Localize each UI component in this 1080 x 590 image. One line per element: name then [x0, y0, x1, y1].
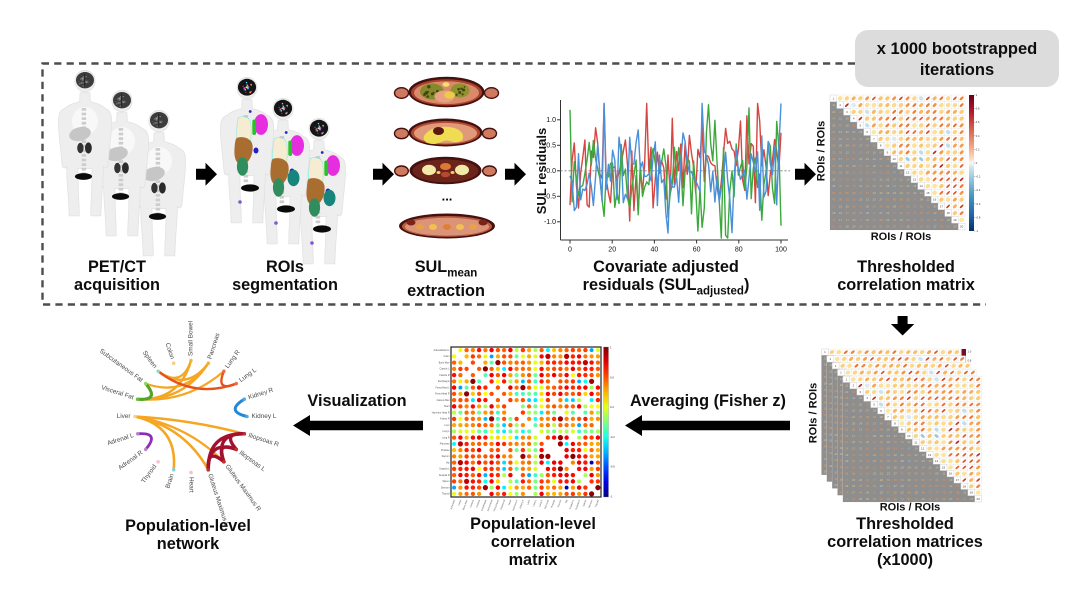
svg-text:Scapula R: Scapula R [576, 499, 582, 510]
svg-text:Subcutaneous Fat: Subcutaneous Fat [98, 348, 144, 384]
svg-text:Liver: Liver [445, 424, 450, 427]
svg-text:0.8: 0.8 [968, 359, 972, 363]
svg-text:Liver: Liver [117, 413, 132, 420]
svg-text:Gluteus Maximus R: Gluteus Maximus R [224, 463, 263, 513]
svg-text:Humerus Head R: Humerus Head R [432, 411, 450, 414]
svg-text:Hip: Hip [446, 462, 450, 464]
svg-text:Iliopsoas R: Iliopsoas R [247, 432, 280, 449]
svg-text:-0.6: -0.6 [610, 465, 615, 469]
svg-text:Thyroid: Thyroid [442, 493, 450, 496]
svg-text:Colon: Colon [164, 342, 176, 360]
svg-text:Colon: Colon [443, 356, 450, 358]
svg-text:Humerus H: Humerus H [512, 499, 519, 511]
svg-text:Thyroid: Thyroid [140, 463, 158, 485]
svg-text:Adrenal R: Adrenal R [117, 449, 144, 472]
svg-text:Visceral Fat: Visceral Fat [100, 384, 134, 401]
svg-text:1.0: 1.0 [968, 350, 972, 354]
svg-text:Esophagus: Esophagus [482, 499, 488, 511]
svg-text:ROIs / ROIs: ROIs / ROIs [808, 383, 820, 444]
svg-text:ROIs / ROIs: ROIs / ROIs [880, 502, 941, 514]
svg-text:Pancreas: Pancreas [207, 332, 222, 360]
svg-text:Lung R: Lung R [442, 437, 450, 439]
svg-text:Bone Marr: Bone Marr [462, 499, 469, 510]
svg-text:Clavicle: Clavicle [470, 499, 475, 508]
svg-text:FemurHead L: FemurHead L [435, 386, 450, 389]
svg-text:Brain: Brain [165, 473, 176, 490]
svg-text:Bone Marr: Bone Marr [439, 361, 450, 364]
svg-text:Esophagus: Esophagus [438, 381, 450, 383]
svg-text:Scapula L: Scapula L [569, 499, 575, 510]
svg-text:Lung L: Lung L [442, 431, 450, 433]
svg-text:Heart: Heart [444, 405, 450, 408]
svg-text:Iliopsoas L: Iliopsoas L [238, 449, 267, 473]
svg-text:Pancreas: Pancreas [544, 499, 550, 510]
svg-text:Lung R: Lung R [224, 349, 242, 370]
svg-text:0.0: 0.0 [546, 168, 556, 175]
svg-text:0.5: 0.5 [546, 143, 556, 150]
svg-text:ROIs / ROIs: ROIs / ROIs [871, 231, 932, 243]
svg-text:Sternum: Sternum [441, 486, 450, 489]
svg-text:Kidney R: Kidney R [440, 419, 450, 421]
svg-text:Colon: Colon [458, 499, 462, 506]
svg-text:Clavicle L: Clavicle L [440, 369, 451, 371]
svg-text:0.6: 0.6 [610, 375, 614, 379]
svg-text:Lung L: Lung L [533, 499, 538, 507]
svg-text:Spleen: Spleen [583, 499, 588, 507]
svg-text:Thyroid: Thyroid [594, 499, 600, 508]
svg-text:0.2: 0.2 [610, 405, 614, 409]
svg-text:20: 20 [608, 247, 616, 254]
svg-text:Gluteus M: Gluteus M [500, 499, 506, 510]
svg-text:80: 80 [735, 247, 743, 254]
svg-text:FemurHead: FemurHead [487, 499, 494, 512]
svg-text:Adrenal L: Adrenal L [106, 432, 135, 447]
svg-text:AdrenalGland L: AdrenalGland L [434, 349, 451, 352]
svg-text:FemurHead: FemurHead [493, 499, 500, 512]
svg-text:SUL residuals: SUL residuals [534, 128, 549, 214]
svg-text:Liver: Liver [527, 499, 532, 505]
svg-text:-1: -1 [610, 495, 613, 499]
svg-text:FemurHead R: FemurHead R [435, 393, 450, 396]
svg-text:Spleen: Spleen [442, 481, 450, 483]
svg-text:Prostate: Prostate [550, 499, 556, 509]
svg-text:Lung R: Lung R [539, 499, 544, 507]
svg-text:100: 100 [775, 247, 787, 254]
svg-text:...: ... [442, 189, 453, 204]
svg-text:40: 40 [651, 247, 659, 254]
svg-text:Scapula R: Scapula R [439, 475, 450, 477]
svg-text:Gluteus Max: Gluteus Max [437, 399, 451, 402]
svg-text:Prostate: Prostate [441, 449, 450, 452]
svg-text:ROIs / ROIs: ROIs / ROIs [816, 121, 828, 182]
svg-text:-0.2: -0.2 [610, 435, 615, 439]
svg-text:0: 0 [568, 247, 572, 254]
svg-text:Hip: Hip [565, 499, 568, 504]
svg-text:Kidney R: Kidney R [247, 387, 274, 402]
svg-text:Heart: Heart [508, 499, 513, 506]
svg-text:Kidney R: Kidney R [520, 499, 525, 509]
svg-text:Heart: Heart [187, 477, 194, 493]
svg-text:Scapula L: Scapula L [439, 469, 450, 471]
svg-text:1: 1 [610, 346, 612, 350]
svg-text:Pancreas: Pancreas [440, 443, 451, 446]
svg-text:Spleen: Spleen [141, 350, 159, 371]
svg-text:Lung L: Lung L [238, 366, 258, 383]
svg-text:Clavicle R: Clavicle R [439, 375, 450, 377]
svg-text:Sternum: Sternum [588, 499, 594, 508]
svg-text:60: 60 [693, 247, 701, 254]
svg-text:-0.5: -0.5 [544, 194, 556, 201]
svg-text:Kidney L: Kidney L [252, 413, 277, 420]
svg-text:Small Bowel: Small Bowel [188, 321, 195, 356]
svg-text:Sacrum: Sacrum [442, 455, 450, 458]
svg-text:Sacrum: Sacrum [557, 499, 563, 508]
svg-text:AdrenalGl: AdrenalGl [450, 499, 456, 510]
svg-text:1.0: 1.0 [546, 117, 556, 124]
svg-text:Clavicle: Clavicle [476, 499, 481, 508]
svg-text:-1.0: -1.0 [544, 219, 556, 226]
